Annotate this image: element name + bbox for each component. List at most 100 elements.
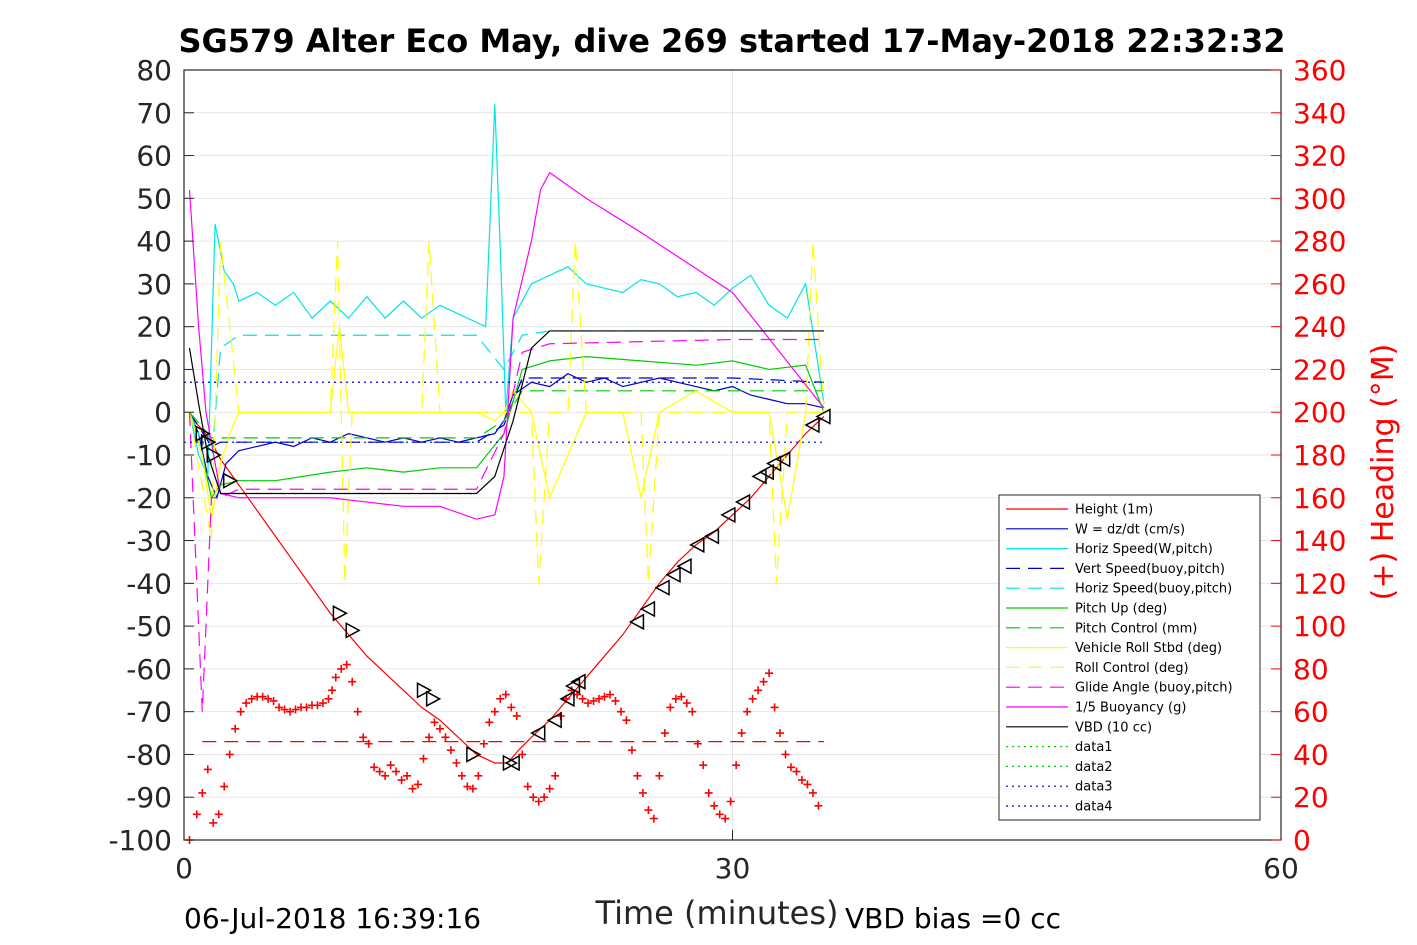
heading-point	[386, 761, 395, 770]
heading-point	[258, 692, 267, 701]
direction-marker	[628, 613, 645, 631]
direction-marker	[222, 472, 239, 489]
y-tick-label: -70	[126, 696, 172, 729]
direction-marker	[504, 754, 520, 772]
heading-point	[781, 750, 790, 759]
heading-point	[370, 763, 379, 772]
direction-marker	[206, 446, 222, 464]
legend-label: data1	[1075, 740, 1113, 755]
y2-tick-label: 60	[1293, 696, 1329, 729]
y2-tick-label: 360	[1293, 54, 1346, 87]
direction-marker	[751, 468, 767, 485]
heading-point	[507, 703, 516, 712]
heading-point	[704, 788, 713, 797]
heading-point	[633, 771, 642, 780]
series-line-3	[188, 377, 824, 448]
direction-marker	[530, 724, 546, 742]
y2-tick-label: 200	[1293, 396, 1346, 429]
heading-point	[414, 780, 423, 789]
heading-point	[364, 739, 373, 748]
direction-marker	[720, 506, 736, 524]
heading-point	[424, 733, 433, 742]
left-y-ticks: 80 70 60 50 40 30 20 10 0 -10 -20 -30 -40 -50 -60 -70 -8…	[108, 54, 194, 857]
heading-point	[479, 739, 488, 748]
heading-point	[468, 784, 477, 793]
heading-point	[682, 699, 691, 708]
direction-marker	[765, 455, 782, 472]
heading-point	[518, 750, 527, 759]
y-tick-label: -20	[126, 482, 172, 515]
heading-point	[787, 763, 796, 772]
heading-point	[578, 694, 587, 703]
heading-point	[732, 761, 741, 770]
heading-point	[302, 703, 311, 712]
heading-point	[280, 705, 289, 714]
legend-label: Roll Control (deg)	[1075, 661, 1189, 676]
heading-point	[463, 782, 472, 791]
series-line-9	[188, 338, 824, 712]
heading-point	[797, 776, 806, 785]
heading-point	[584, 699, 593, 708]
y-tick-label: 70	[136, 97, 172, 130]
heading-point	[353, 707, 362, 716]
heading-point	[743, 707, 752, 716]
y-tick-label: -80	[126, 738, 172, 771]
heading-point	[485, 718, 494, 727]
heading-point	[403, 771, 412, 780]
direction-marker	[639, 600, 656, 618]
x-ticks: 0 30 60	[175, 830, 1299, 885]
y2-tick-label: 340	[1293, 97, 1346, 130]
heading-point	[397, 776, 406, 785]
direction-markers	[195, 408, 831, 772]
legend-label: Vehicle Roll Stbd (deg)	[1075, 641, 1222, 656]
heading-point	[192, 810, 201, 819]
y-tick-label: 30	[136, 268, 172, 301]
heading-point	[198, 788, 207, 797]
heading-point	[435, 724, 444, 733]
series-line-0	[189, 416, 825, 764]
direction-marker	[559, 690, 575, 708]
direction-marker	[758, 463, 774, 481]
series-line-7	[188, 326, 824, 520]
y2-tick-label: 280	[1293, 225, 1346, 258]
heading-point	[214, 810, 223, 819]
heading-point	[490, 707, 499, 716]
direction-marker	[195, 425, 211, 442]
legend-label: data2	[1075, 760, 1113, 775]
heading-point	[693, 739, 702, 748]
series-line-11	[188, 330, 824, 495]
heading-point	[616, 707, 625, 716]
y-tick-label: -100	[108, 824, 172, 857]
heading-point	[225, 750, 234, 759]
heading-point	[638, 788, 647, 797]
y-tick-label: 0	[154, 396, 172, 429]
heading-point	[275, 703, 284, 712]
series-line-2	[188, 104, 825, 477]
legend-label: data3	[1075, 780, 1113, 795]
y2-tick-label: 100	[1293, 610, 1346, 643]
direction-marker	[676, 557, 692, 575]
direction-marker	[734, 493, 751, 511]
y2-tick-label: 160	[1293, 482, 1346, 515]
x-tick-label: 30	[715, 852, 751, 885]
heading-point	[313, 701, 322, 710]
heading-point	[242, 699, 251, 708]
heading-point	[551, 771, 560, 780]
y2-tick-label: 180	[1293, 439, 1346, 472]
direction-marker	[502, 754, 519, 772]
heading-point	[589, 696, 598, 705]
direction-marker	[332, 605, 348, 622]
right-y-axis-label: (+) Heading (°M)	[1366, 344, 1401, 601]
y-tick-label: -90	[126, 781, 172, 814]
heading-point	[496, 694, 505, 703]
footer-vbd-bias: VBD bias =0 cc	[845, 902, 1061, 935]
direction-marker	[201, 433, 217, 451]
x-axis-label: Time (minutes)	[595, 894, 839, 932]
y2-tick-label: 140	[1293, 525, 1346, 558]
series-line-8	[188, 241, 825, 584]
heading-point	[291, 705, 300, 714]
direction-marker	[804, 416, 820, 434]
heading-point	[814, 801, 823, 810]
heading-point	[318, 699, 327, 708]
